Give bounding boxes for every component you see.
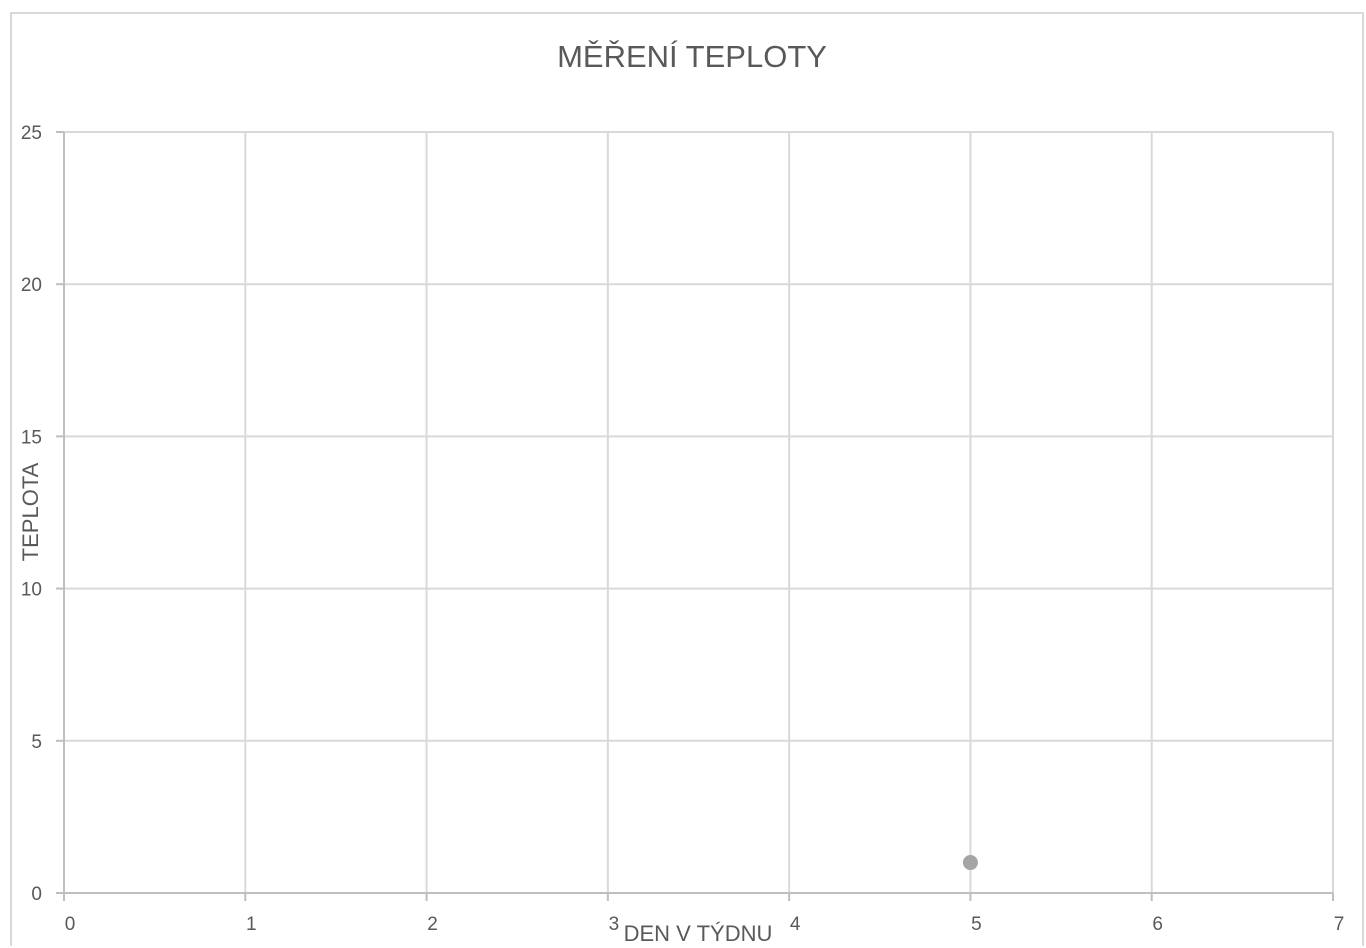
x-tick-label: 6 [1152, 914, 1163, 935]
axis-layer [56, 131, 1334, 901]
tick-labels: 0 5 10 15 20 25 0 1 2 3 4 5 6 7 [21, 123, 1344, 935]
grid-layer [64, 131, 1334, 893]
y-tick-label: 15 [21, 427, 42, 448]
x-tick-label: 0 [65, 914, 76, 935]
y-tick-label: 10 [21, 580, 42, 601]
y-tick-label: 0 [31, 884, 42, 905]
data-point [962, 855, 978, 871]
y-tick-label: 25 [21, 123, 42, 144]
chart-title: MĚŘENÍ TEPLOTY [557, 39, 827, 74]
y-tick-label: 20 [21, 275, 42, 296]
y-axis-title: TEPLOTA [18, 462, 43, 561]
x-tick-label: 4 [790, 914, 801, 935]
x-tick-label: 2 [427, 914, 438, 935]
x-tick-label: 3 [609, 914, 620, 935]
x-tick-label: 7 [1334, 914, 1345, 935]
y-tick-label: 5 [31, 732, 42, 753]
chart-frame [10, 12, 1364, 946]
data-points [962, 855, 978, 871]
x-tick-label: 1 [246, 914, 257, 935]
x-tick-label: 5 [971, 914, 982, 935]
x-axis-title: DEN V TÝDNU [624, 921, 773, 946]
